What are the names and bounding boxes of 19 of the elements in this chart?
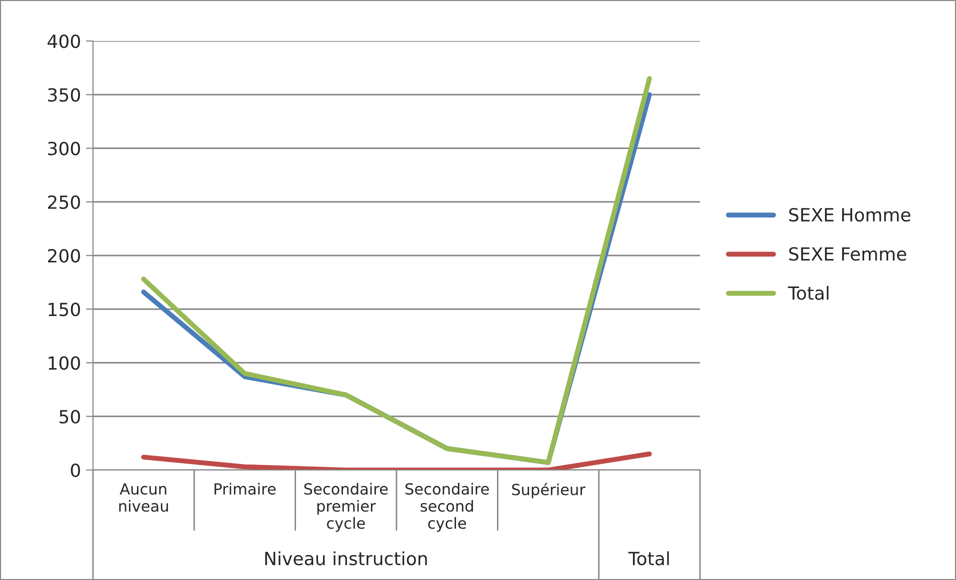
text: Total bbox=[628, 551, 669, 566]
y-tick-label: 50 bbox=[60, 410, 80, 424]
y-tick-label: 350 bbox=[48, 88, 80, 102]
y-tick-label: 150 bbox=[48, 302, 80, 316]
x-tick-label: Primaire bbox=[214, 482, 276, 495]
y-tick-label: 0 bbox=[70, 463, 80, 478]
y-tick-label: 200 bbox=[48, 248, 80, 263]
x-axis-title: Niveau instruction bbox=[265, 551, 427, 566]
x-tick-label: Supérieur bbox=[512, 482, 586, 498]
y-tick-label: 400 bbox=[48, 34, 80, 48]
legend-label: Total bbox=[788, 286, 828, 300]
y-tick-label: 100 bbox=[48, 356, 80, 370]
y-tick-label: 300 bbox=[48, 142, 80, 156]
x-tick-label: Secondaire second cycle bbox=[406, 482, 489, 532]
x-tick-label: Aucun niveau bbox=[119, 483, 168, 512]
legend-label: SEXE Homme bbox=[789, 208, 910, 222]
x-tick-label: Secondaire premier cycle bbox=[304, 482, 388, 532]
legend-label: SEXE Femme bbox=[789, 247, 906, 261]
y-tick-label: 250 bbox=[48, 195, 80, 209]
